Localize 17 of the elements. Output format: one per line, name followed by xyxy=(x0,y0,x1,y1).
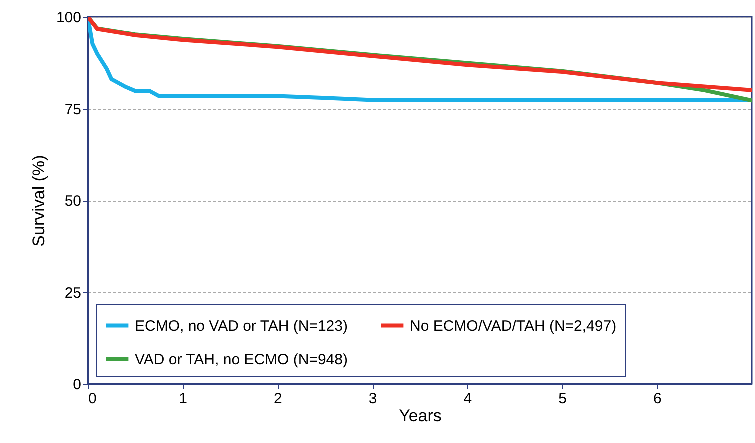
x-tick-label: 4 xyxy=(464,390,472,408)
y-axis-title: Survival (%) xyxy=(29,155,48,247)
y-tick-label: 25 xyxy=(64,284,82,302)
legend-label: VAD or TAH, no ECMO (N=948) xyxy=(135,352,348,368)
x-tick-label: 5 xyxy=(558,390,567,408)
y-tick-label: 100 xyxy=(56,10,82,26)
legend-label: No ECMO/VAD/TAH (N=2,497) xyxy=(410,318,617,335)
y-tick-label: 75 xyxy=(64,101,82,118)
legend-label: ECMO, no VAD or TAH (N=123) xyxy=(135,318,348,335)
y-tick-label: 0 xyxy=(73,376,82,394)
x-tick-label: 0 xyxy=(88,390,97,408)
x-tick-label: 1 xyxy=(179,390,188,408)
x-tick-label: 3 xyxy=(368,390,378,408)
y-tick-label: 50 xyxy=(64,193,82,210)
x-tick-label: 2 xyxy=(274,390,282,408)
x-tick-label: 6 xyxy=(653,390,662,408)
x-axis-title: Years xyxy=(399,406,442,426)
